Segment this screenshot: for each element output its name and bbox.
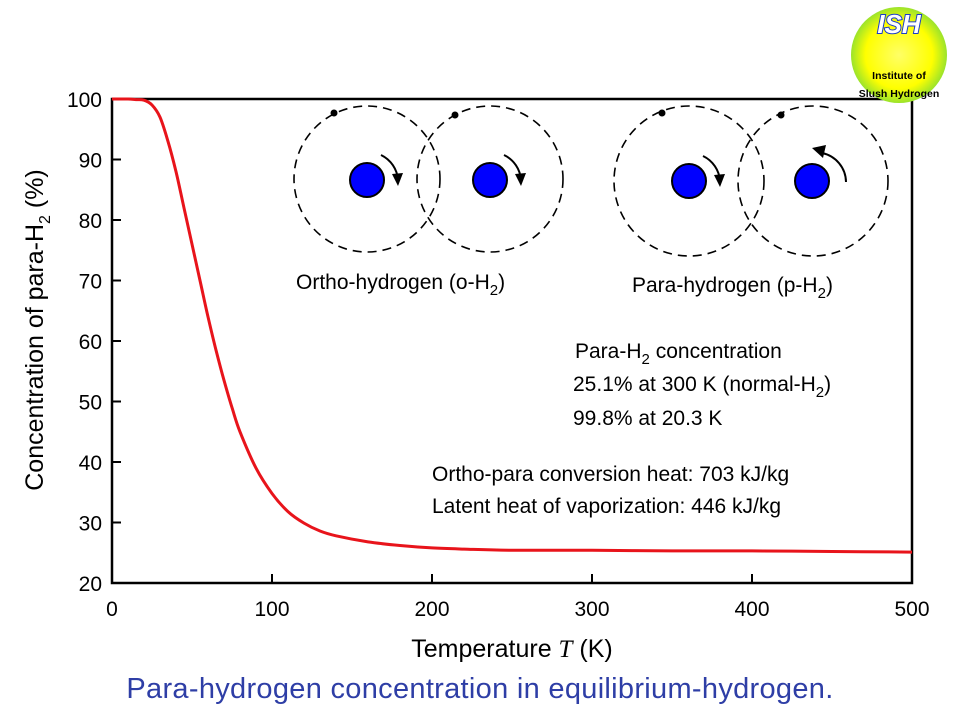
logo-line1: Institute of <box>872 70 926 82</box>
x-tick-label: 500 <box>894 598 929 621</box>
x-tick-label: 400 <box>734 598 769 621</box>
para-orbit-right <box>737 105 889 257</box>
concentration-20k: 99.8% at 20.3 K <box>573 407 722 430</box>
x-tick-label: 0 <box>106 598 118 621</box>
y-tick-label: 20 <box>79 573 102 596</box>
conversion-heat: Ortho-para conversion heat: 703 kJ/kg <box>432 463 789 486</box>
para-atom-right <box>794 163 830 199</box>
para-hydrogen-diagram: Para-hydrogen (p-H2) <box>613 105 889 302</box>
spin-arrow-head <box>812 145 826 158</box>
figure-caption: Para-hydrogen concentration in equilibri… <box>126 673 834 705</box>
spin-arrow-head <box>515 173 526 186</box>
y-tick-label: 30 <box>79 513 102 536</box>
y-tick-label: 90 <box>79 150 102 173</box>
spin-arrow-head <box>392 173 403 186</box>
ortho-atom-right <box>472 162 508 198</box>
x-tick-label: 100 <box>254 598 289 621</box>
electron-dot <box>777 111 785 119</box>
series-line <box>111 97 913 554</box>
y-tick-label: 70 <box>79 271 102 294</box>
electron-dot <box>451 111 459 119</box>
latent-heat: Latent heat of vaporization: 446 kJ/kg <box>432 495 781 518</box>
x-axis-title: Temperature T (K) <box>411 635 612 663</box>
logo-title: ISH <box>877 9 922 39</box>
y-axis-title: Concentration of para-H2 (%) <box>21 169 54 491</box>
y-tick-label: 60 <box>79 331 102 354</box>
y-tick-label: 40 <box>79 452 102 475</box>
ortho-orbit-right <box>416 105 564 253</box>
para-orbit-left <box>613 105 765 257</box>
x-axis-variable: T <box>559 636 575 663</box>
concentration-normal: 25.1% at 300 K (normal-H2) <box>573 373 831 401</box>
para-atom-left <box>671 163 707 199</box>
tick-group: 0 100 200 300 400 500 20 30 40 50 60 70 80 90 100 <box>67 89 930 621</box>
y-tick-label: 50 <box>79 392 102 415</box>
spin-arrow-head <box>714 174 725 187</box>
x-tick-label: 300 <box>574 598 609 621</box>
ortho-hydrogen-label: Ortho-hydrogen (o-H2) <box>296 271 505 299</box>
ortho-orbit-left <box>293 105 441 253</box>
spin-arrow-counterclockwise-icon <box>821 152 847 183</box>
x-tick-label: 200 <box>414 598 449 621</box>
para-hydrogen-label: Para-hydrogen (p-H2) <box>632 274 833 302</box>
logo-line2: Slush Hydrogen <box>859 88 940 100</box>
series-group <box>111 97 913 554</box>
electron-dot <box>330 109 338 117</box>
electron-dot <box>658 109 666 117</box>
y-axis-title-subscript: 2 <box>37 215 54 224</box>
logo-badge <box>851 7 947 103</box>
ortho-atom-left <box>349 162 385 198</box>
y-tick-label: 100 <box>67 89 102 112</box>
concentration-heading: Para-H2 concentration <box>575 340 782 368</box>
ortho-hydrogen-diagram: Ortho-hydrogen (o-H2) <box>293 105 564 299</box>
ish-logo: ISH Institute of Slush Hydrogen <box>851 7 947 103</box>
y-tick-label: 80 <box>79 210 102 233</box>
